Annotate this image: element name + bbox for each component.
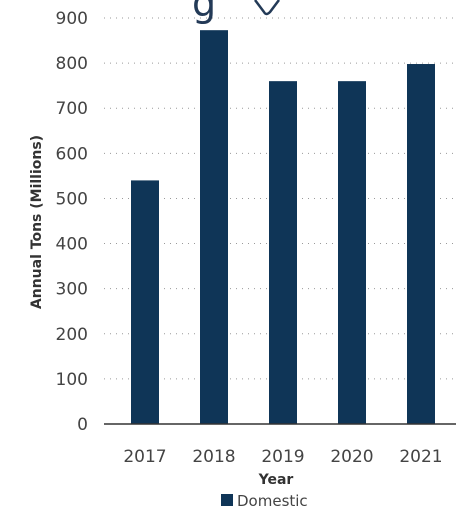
- y-tick-label: 100: [56, 370, 88, 390]
- y-tick-label: 200: [56, 325, 88, 345]
- x-axis-title: Year: [258, 472, 294, 488]
- x-tick-label: 2019: [261, 447, 304, 467]
- y-tick-label: 400: [56, 235, 88, 255]
- y-axis-title: Annual Tons (Millions): [29, 135, 45, 309]
- bar-2021: [407, 64, 435, 424]
- legend-label-domestic: Domestic: [237, 492, 308, 510]
- y-tick-label: 800: [56, 54, 88, 74]
- bar-2017: [131, 180, 159, 424]
- bar-2018: [200, 30, 228, 425]
- y-tick-label: 0: [77, 415, 88, 435]
- y-tick-label: 700: [56, 99, 88, 119]
- x-axis-ticks: 2017 2018 2019 2020 2021: [123, 447, 442, 467]
- x-tick-label: 2021: [399, 447, 442, 467]
- x-tick-label: 2018: [192, 447, 235, 467]
- bars: [131, 30, 435, 425]
- legend: Domestic: [221, 492, 308, 510]
- legend-swatch-domestic: [221, 494, 233, 506]
- bar-2020: [338, 81, 366, 425]
- x-tick-label: 2020: [330, 447, 373, 467]
- y-tick-label: 500: [56, 189, 88, 209]
- bar-2019: [269, 81, 297, 425]
- y-tick-label: 600: [56, 144, 88, 164]
- x-tick-label: 2017: [123, 447, 166, 467]
- svg-text:g: g: [192, 0, 216, 25]
- cropped-title: g: [192, 0, 280, 25]
- y-axis-ticks: 0 100 200 300 400 500 600 700 800 900: [56, 9, 88, 435]
- y-tick-label: 300: [56, 280, 88, 300]
- y-tick-label: 900: [56, 9, 88, 29]
